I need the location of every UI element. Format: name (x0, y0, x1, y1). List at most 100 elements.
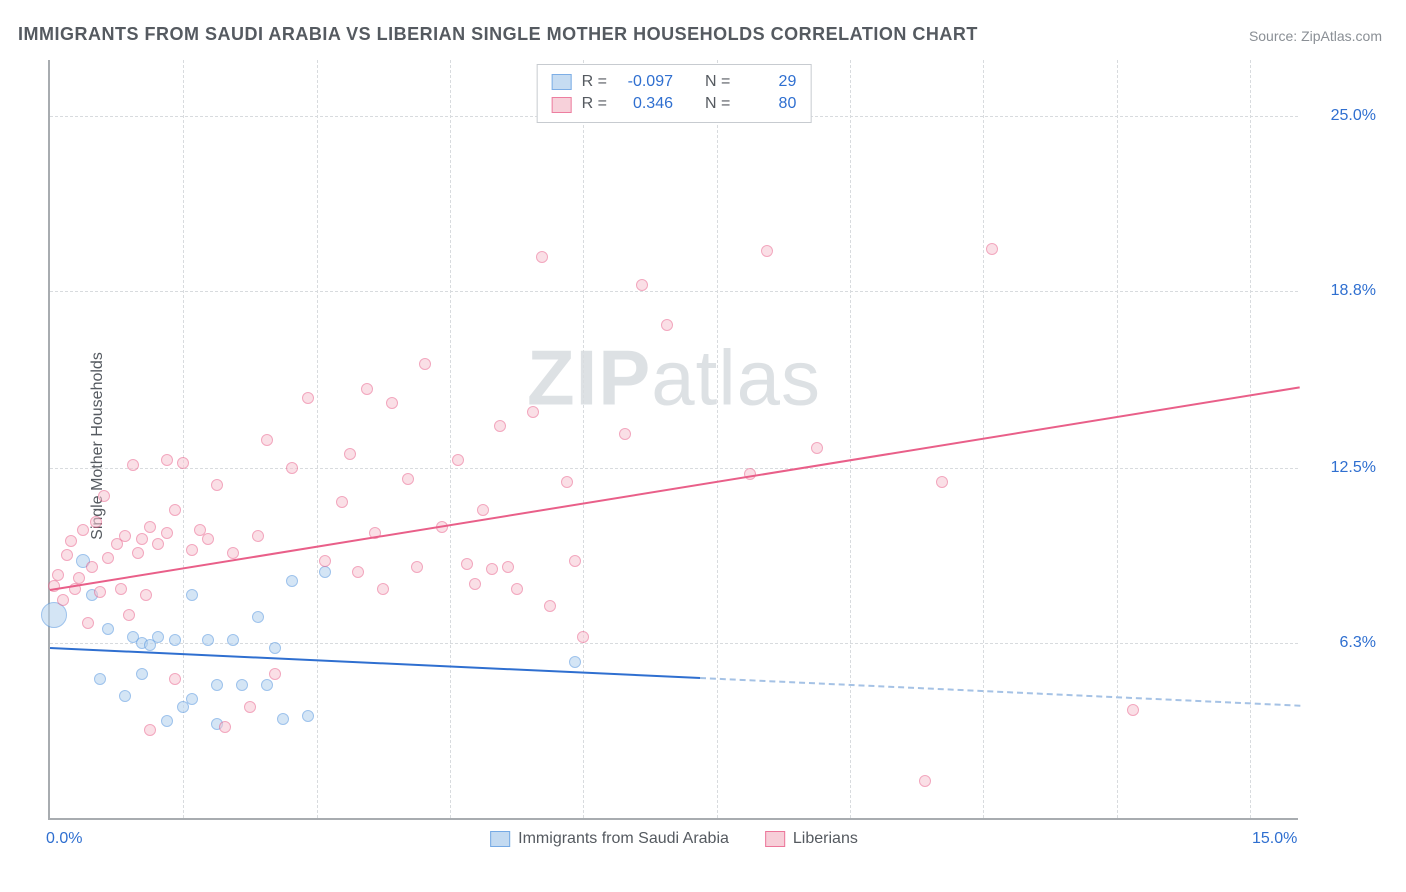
gridline-v (717, 60, 718, 818)
data-point-saudi (186, 589, 198, 601)
data-point-liberian (761, 245, 773, 257)
data-point-liberian (811, 442, 823, 454)
watermark: ZIPatlas (527, 333, 821, 424)
watermark-bold: ZIP (527, 334, 651, 422)
data-point-saudi (236, 679, 248, 691)
data-point-saudi (252, 611, 264, 623)
legend-series-label: Liberians (793, 830, 858, 848)
data-point-saudi (169, 634, 181, 646)
data-point-liberian (527, 406, 539, 418)
legend-r-label: R = (582, 93, 607, 115)
data-point-liberian (419, 358, 431, 370)
data-point-liberian (65, 535, 77, 547)
watermark-rest: atlas (651, 334, 821, 422)
legend-stats: R =-0.097N =29R =0.346N =80 (537, 64, 812, 123)
data-point-liberian (102, 552, 114, 564)
legend-n-label: N = (705, 93, 730, 115)
data-point-liberian (227, 547, 239, 559)
legend-r-value: -0.097 (617, 71, 673, 93)
data-point-liberian (161, 454, 173, 466)
data-point-liberian (57, 594, 69, 606)
data-point-saudi (102, 623, 114, 635)
data-point-liberian (269, 668, 281, 680)
data-point-saudi (261, 679, 273, 691)
y-tick-label: 25.0% (1306, 107, 1376, 125)
data-point-liberian (494, 420, 506, 432)
data-point-liberian (486, 563, 498, 575)
gridline-v (450, 60, 451, 818)
data-point-saudi (152, 631, 164, 643)
data-point-liberian (577, 631, 589, 643)
data-point-saudi (319, 566, 331, 578)
data-point-liberian (561, 476, 573, 488)
data-point-liberian (302, 392, 314, 404)
data-point-liberian (161, 527, 173, 539)
data-point-liberian (477, 504, 489, 516)
data-point-liberian (94, 586, 106, 598)
data-point-liberian (119, 530, 131, 542)
data-point-saudi (136, 668, 148, 680)
legend-n-value: 29 (740, 71, 796, 93)
legend-swatch (490, 831, 510, 847)
data-point-liberian (502, 561, 514, 573)
data-point-liberian (469, 578, 481, 590)
data-point-liberian (73, 572, 85, 584)
data-point-liberian (569, 555, 581, 567)
plot-area: ZIPatlas 6.3%12.5%18.8%25.0%0.0%15.0%R =… (48, 60, 1298, 820)
data-point-liberian (386, 397, 398, 409)
legend-series-item: Liberians (765, 830, 858, 848)
data-point-liberian (169, 673, 181, 685)
gridline-v (1117, 60, 1118, 818)
data-point-saudi (227, 634, 239, 646)
data-point-liberian (169, 504, 181, 516)
gridline-v (583, 60, 584, 818)
data-point-liberian (919, 775, 931, 787)
data-point-liberian (361, 383, 373, 395)
data-point-liberian (82, 617, 94, 629)
data-point-liberian (61, 549, 73, 561)
legend-r-label: R = (582, 71, 607, 93)
legend-n-label: N = (705, 71, 730, 93)
y-tick-label: 6.3% (1306, 634, 1376, 652)
legend-n-value: 80 (740, 93, 796, 115)
legend-stats-row: R =0.346N =80 (552, 93, 797, 115)
data-point-liberian (77, 524, 89, 536)
data-point-saudi (569, 656, 581, 668)
data-point-liberian (536, 251, 548, 263)
data-point-liberian (98, 490, 110, 502)
gridline-v (317, 60, 318, 818)
data-point-liberian (544, 600, 556, 612)
data-point-liberian (511, 583, 523, 595)
data-point-liberian (411, 561, 423, 573)
data-point-liberian (123, 609, 135, 621)
legend-swatch (552, 97, 572, 113)
data-point-liberian (336, 496, 348, 508)
data-point-liberian (461, 558, 473, 570)
data-point-liberian (144, 724, 156, 736)
data-point-liberian (619, 428, 631, 440)
data-point-saudi (186, 693, 198, 705)
data-point-liberian (936, 476, 948, 488)
data-point-liberian (132, 547, 144, 559)
data-point-liberian (52, 569, 64, 581)
legend-swatch (765, 831, 785, 847)
data-point-liberian (319, 555, 331, 567)
data-point-saudi (211, 679, 223, 691)
data-point-liberian (661, 319, 673, 331)
gridline-h (50, 291, 1298, 292)
data-point-liberian (452, 454, 464, 466)
legend-series-item: Immigrants from Saudi Arabia (490, 830, 729, 848)
x-tick-label: 0.0% (46, 830, 82, 848)
data-point-liberian (286, 462, 298, 474)
data-point-liberian (636, 279, 648, 291)
data-point-liberian (377, 583, 389, 595)
y-tick-label: 12.5% (1306, 459, 1376, 477)
data-point-liberian (152, 538, 164, 550)
legend-series: Immigrants from Saudi Arabia Liberians (490, 830, 858, 848)
legend-series-label: Immigrants from Saudi Arabia (518, 830, 729, 848)
legend-swatch (552, 74, 572, 90)
data-point-liberian (202, 533, 214, 545)
data-point-liberian (244, 701, 256, 713)
data-point-liberian (986, 243, 998, 255)
gridline-h (50, 468, 1298, 469)
